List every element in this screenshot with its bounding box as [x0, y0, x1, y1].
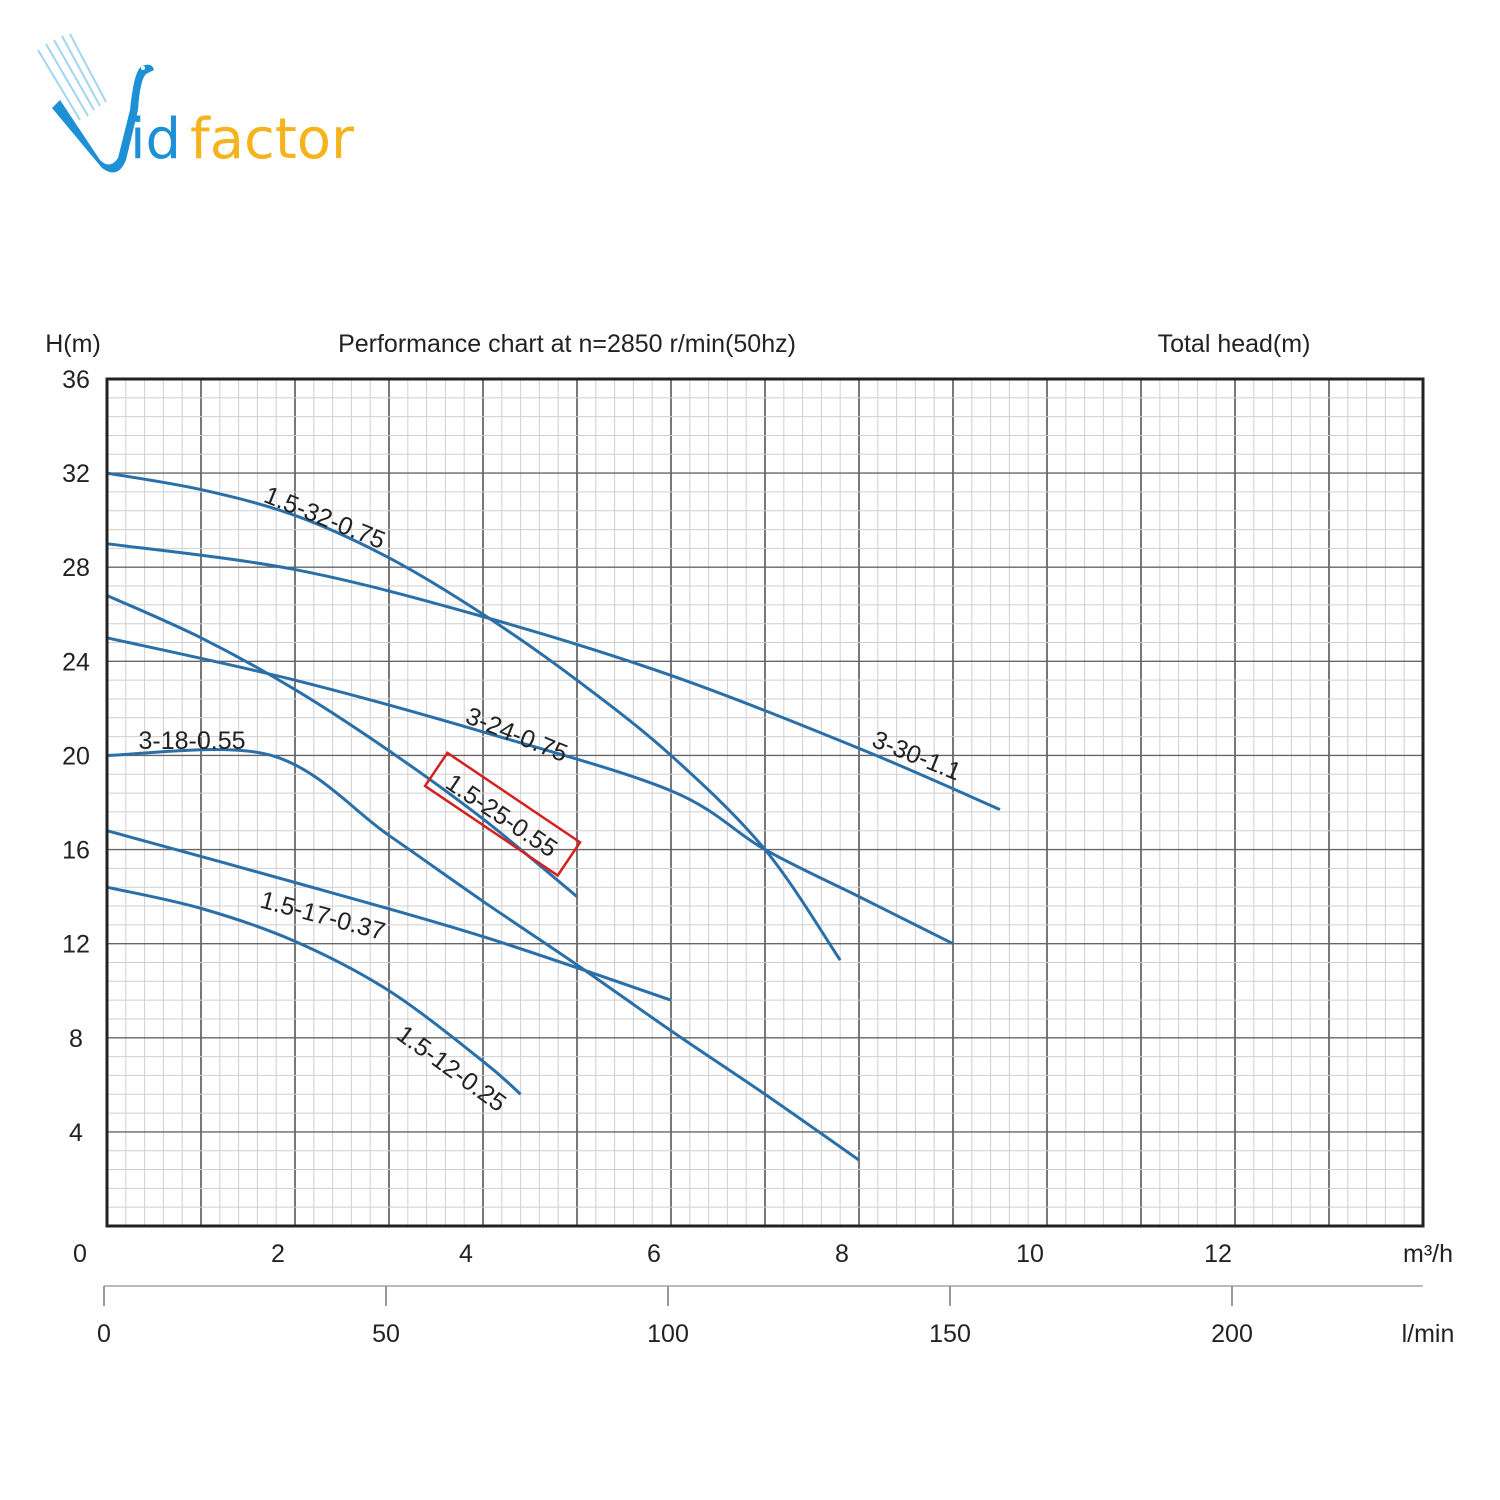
curve-label-group: 3-30-1.1 [868, 726, 965, 787]
secondary-x-tick-label: 0 [97, 1320, 111, 1348]
curve-label: 3-30-1.1 [868, 726, 965, 787]
curve-1.5-25-0.55 [106, 594, 578, 898]
secondary-x-tick-label: 50 [372, 1320, 400, 1348]
curve-1.5-12-0.25 [106, 885, 522, 1096]
y-tick-label: 12 [62, 931, 90, 959]
y-tick-label: 8 [69, 1025, 83, 1053]
curve-label-group: 3-18-0.55 [138, 727, 245, 755]
curve-label-group: 3-24-0.75 [462, 702, 572, 768]
y-tick-label: 4 [69, 1119, 83, 1147]
y-tick-label: 16 [62, 837, 90, 865]
y-tick-label: 28 [62, 554, 90, 582]
curve-label-group: 1.5-17-0.37 [257, 886, 388, 946]
x-tick-label: 10 [1016, 1240, 1044, 1268]
curve-3-30-1.1 [106, 542, 1001, 811]
y-tick-label: 20 [62, 742, 90, 770]
vidfactor-logo: id factor [37, 33, 355, 173]
x-tick-label: 12 [1204, 1240, 1232, 1268]
secondary-x-tick-label: 100 [647, 1320, 689, 1348]
curve-label-group: 1.5-25-0.55 [423, 751, 582, 878]
y-tick-label: 36 [62, 366, 90, 394]
logo-text-factor: factor [190, 107, 355, 172]
curve-label: 3-18-0.55 [138, 727, 245, 755]
x-tick-label: 2 [271, 1240, 285, 1268]
logo-bird-icon [37, 33, 154, 173]
curves [106, 471, 1001, 1162]
curve-3-24-0.75 [106, 636, 954, 946]
logo-text-id: id [130, 107, 181, 172]
secondary-x-tick-label: 150 [929, 1320, 971, 1348]
curve-1.5-17-0.37 [106, 829, 672, 1002]
plot-frame [105, 377, 1425, 1228]
x-tick-label: 8 [835, 1240, 849, 1268]
curve-label: 3-24-0.75 [462, 702, 572, 768]
curve-3-18-0.55 [106, 748, 860, 1162]
origin-label: 0 [73, 1240, 87, 1268]
x-tick-label: 6 [647, 1240, 661, 1268]
right-axis-label: Total head(m) [1158, 330, 1311, 358]
y-tick-label: 24 [62, 648, 90, 676]
secondary-x-axis-unit: l/min [1402, 1320, 1455, 1348]
x-tick-label: 4 [459, 1240, 473, 1268]
y-tick-label: 32 [62, 460, 90, 488]
secondary-x-tick-label: 200 [1211, 1320, 1253, 1348]
chart-title: Performance chart at n=2850 r/min(50hz) [338, 330, 796, 358]
y-axis-label: H(m) [45, 330, 101, 358]
curve-labels: 1.5-32-0.753-30-1.13-24-0.751.5-25-0.553… [138, 481, 965, 1118]
curve-label: 1.5-17-0.37 [257, 886, 388, 946]
x-axis-unit: m³/h [1403, 1240, 1453, 1268]
highlight-box [423, 751, 582, 878]
